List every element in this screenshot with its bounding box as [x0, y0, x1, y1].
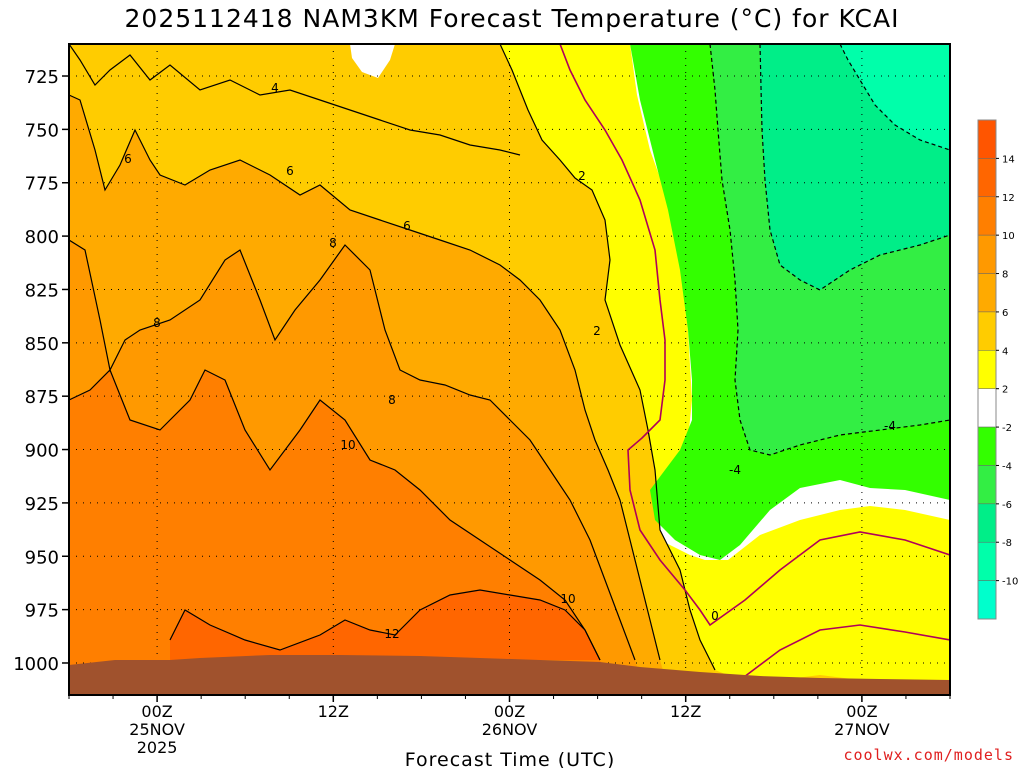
contour-label: -4	[884, 419, 896, 433]
contour-2	[499, 44, 716, 671]
y-tick-label: 900	[25, 441, 59, 462]
colorbar-swatch	[977, 350, 997, 389]
y-tick-label: 750	[25, 120, 59, 141]
temperature-fill	[69, 44, 950, 695]
watermark: coolwx.com/models	[843, 746, 1014, 764]
colorbar: 14 12 10 8 6 4 2 -2 -4 -6 -8 -10	[977, 119, 1018, 620]
contour-label: 6	[124, 152, 132, 166]
contour-label: 8	[329, 236, 337, 250]
y-tick-label: 800	[25, 227, 59, 248]
x-tick-label: 12Z	[670, 702, 701, 721]
contour-label: 6	[286, 164, 294, 178]
contour-label: -4	[729, 463, 741, 477]
contour-0	[559, 44, 950, 627]
colorbar-swatch	[977, 158, 997, 198]
band-m10-m8	[840, 44, 950, 150]
contour-label: 2	[593, 324, 601, 338]
colorbar-label: 4	[1002, 346, 1008, 357]
zero-contours	[559, 44, 950, 681]
colorbar-label: 8	[1002, 270, 1008, 281]
contour-4	[69, 94, 661, 661]
terrain	[69, 655, 950, 695]
colorbar-frame	[977, 119, 997, 620]
x-tick-label: 00Z	[494, 702, 525, 721]
colorbar-label: -6	[1002, 500, 1012, 511]
colorbar-label: -10	[1002, 577, 1018, 588]
colorbar-label: 12	[1002, 193, 1015, 204]
colorbar-label: 6	[1002, 308, 1008, 319]
x-tick-label: 26NOV	[482, 720, 538, 739]
colorbar-swatch	[977, 311, 997, 351]
colorbar-swatch	[977, 541, 997, 581]
colorbar-swatch	[977, 465, 997, 505]
contour-label: 4	[271, 81, 279, 95]
colorbar-swatch	[977, 196, 997, 236]
colorbar-swatch	[977, 234, 997, 274]
contour-labels: -4 -4 0 2 2 4 6 6 6 8 8 8 10 10 12	[124, 81, 896, 641]
y-tick-label: 975	[25, 601, 59, 622]
contour-lines	[69, 44, 950, 671]
contour-green	[709, 44, 950, 456]
contour-10	[169, 589, 601, 661]
x-tick-label: 2025	[137, 738, 178, 757]
contour-label: 6	[403, 219, 411, 233]
colorbar-swatch	[977, 273, 997, 313]
notch-white	[350, 44, 395, 78]
colorbar-swatch	[977, 580, 997, 620]
colorbar-label: 10	[1002, 231, 1015, 242]
band-12-14	[170, 590, 600, 660]
y-tick-label: 775	[25, 174, 59, 195]
x-tick-label: 12Z	[318, 702, 349, 721]
y-tick-label: 1000	[13, 654, 59, 675]
contour-label: 2	[578, 169, 586, 183]
contour-label: 8	[388, 393, 396, 407]
x-tick-label: 00Z	[846, 702, 877, 721]
y-tick-label: 925	[25, 494, 59, 515]
y-tick-label: 850	[25, 334, 59, 355]
colorbar-swatch	[977, 388, 997, 428]
contour-6	[69, 239, 636, 661]
contour-label: 0	[711, 609, 719, 623]
contour-0-lower	[739, 624, 950, 681]
contour-8	[69, 368, 601, 661]
colorbar-label: -8	[1002, 538, 1012, 549]
y-axis: 725 750 775 800 825 850 875 900 925 950 975 1000	[13, 67, 69, 675]
colorbar-swatch	[977, 119, 997, 159]
contour-upper	[69, 44, 521, 156]
y-tick-label: 725	[25, 67, 59, 88]
contour-label: 12	[384, 627, 399, 641]
x-tick-label: 00Z	[141, 702, 172, 721]
contour-green-2	[759, 44, 950, 291]
x-tick-label: 27NOV	[834, 720, 890, 739]
y-tick-label: 875	[25, 387, 59, 408]
x-axis-title: Forecast Time (UTC)	[405, 749, 615, 768]
contour-label: 10	[340, 438, 355, 452]
y-tick-label: 825	[25, 280, 59, 301]
colorbar-label: -2	[1002, 423, 1012, 434]
x-tick-label: 25NOV	[129, 720, 185, 739]
colorbar-label: -4	[1002, 461, 1012, 472]
colorbar-swatch	[977, 503, 997, 543]
colorbar-label: 2	[1002, 385, 1008, 396]
contour-label: 10	[560, 592, 575, 606]
contour-green-3	[839, 44, 950, 151]
chart-title: 2025112418 NAM3KM Forecast Temperature (…	[124, 4, 900, 33]
colorbar-label: 14	[1002, 154, 1015, 165]
contour-label: 8	[153, 316, 161, 330]
y-tick-label: 950	[25, 547, 59, 568]
colorbar-swatch	[977, 426, 997, 466]
